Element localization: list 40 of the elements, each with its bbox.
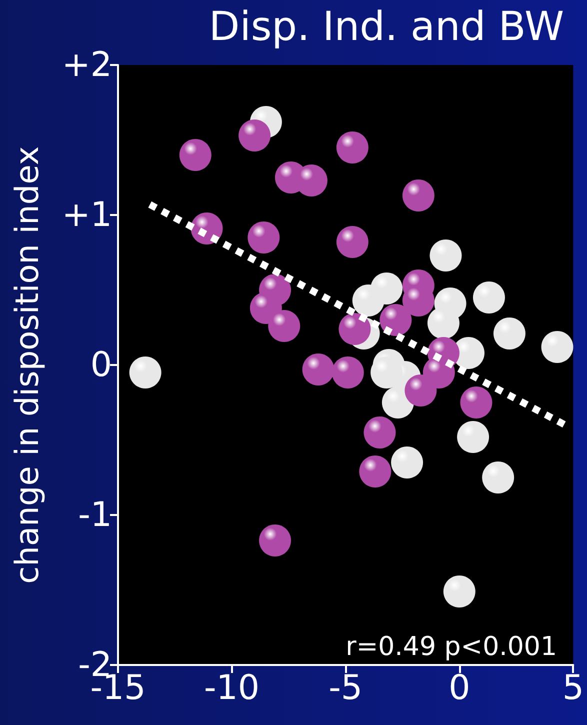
point	[391, 446, 424, 478]
x-tick-label: -10	[204, 668, 260, 708]
point	[473, 282, 505, 314]
point	[427, 307, 460, 339]
point	[179, 139, 212, 171]
x-tick-label: 5	[562, 668, 584, 708]
point	[460, 386, 492, 418]
point	[482, 462, 514, 494]
annotation: r=0.49 p<0.001	[346, 632, 558, 662]
point	[338, 313, 371, 345]
chart-title: Disp. Ind. and BW	[208, 4, 564, 50]
point	[129, 356, 162, 388]
point	[336, 132, 368, 164]
y-tick-label: +1	[62, 195, 112, 235]
y-axis-title: change in disposition index	[8, 146, 46, 584]
point	[430, 240, 462, 272]
y-tick-label: 0	[90, 345, 112, 385]
point	[268, 310, 300, 342]
point	[443, 576, 476, 608]
y-tick-label: -1	[78, 495, 112, 535]
point	[364, 416, 396, 448]
point	[402, 180, 434, 212]
x-tick-label: -5	[328, 668, 363, 708]
point	[248, 222, 280, 254]
point	[359, 456, 392, 488]
point	[302, 354, 334, 386]
point	[493, 318, 526, 350]
y-tick-label: +2	[62, 45, 112, 85]
point	[238, 120, 271, 152]
point	[259, 524, 292, 556]
point	[541, 331, 574, 363]
point	[332, 356, 364, 388]
point	[457, 421, 490, 453]
point	[352, 284, 384, 316]
x-tick-label: 0	[448, 668, 470, 708]
point	[370, 356, 403, 388]
point	[380, 304, 412, 336]
point	[402, 284, 434, 316]
point	[336, 226, 368, 258]
point	[404, 374, 437, 406]
